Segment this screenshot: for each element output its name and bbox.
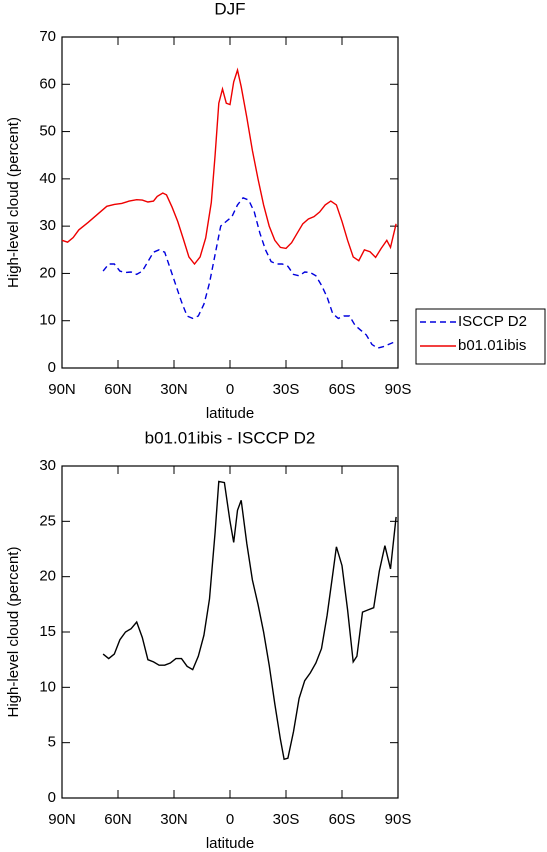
y-tick-label: 20	[39, 568, 56, 585]
x-tick-label: 30N	[160, 381, 188, 398]
y-tick-label: 10	[39, 678, 56, 695]
x-tick-label: 90N	[48, 811, 76, 828]
legend-box	[415, 308, 546, 365]
y-axis-label: High-level cloud (percent)	[5, 117, 22, 288]
x-tick-label: 60S	[329, 381, 356, 398]
y-tick-label: 50	[39, 123, 56, 140]
x-tick-label: 30S	[273, 381, 300, 398]
legend-label: b01.01ibis	[458, 337, 526, 354]
y-tick-label: 40	[39, 170, 56, 187]
x-tick-label: 90S	[385, 381, 412, 398]
series-line	[102, 480, 397, 761]
plot-frame	[61, 36, 399, 369]
series-line	[102, 196, 395, 349]
y-tick-label: 5	[48, 734, 56, 751]
x-tick-label: 60N	[104, 811, 132, 828]
x-tick-label: 90S	[385, 811, 412, 828]
series-line	[61, 67, 397, 266]
y-tick-label: 70	[39, 28, 56, 45]
y-tick-label: 60	[39, 75, 56, 92]
x-axis-label: latitude	[206, 405, 254, 422]
y-tick-label: 0	[48, 789, 56, 806]
y-axis-label: High-level cloud (percent)	[5, 547, 22, 718]
y-tick-label: 30	[39, 457, 56, 474]
plot-frame	[61, 465, 399, 799]
x-tick-label: 60S	[329, 811, 356, 828]
x-tick-label: 0	[226, 811, 234, 828]
y-tick-label: 15	[39, 623, 56, 640]
chart-title: b01.01ibis - ISCCP D2	[145, 428, 316, 447]
x-tick-label: 30S	[273, 811, 300, 828]
y-tick-label: 30	[39, 217, 56, 234]
chart-title: DJF	[214, 0, 245, 18]
x-tick-label: 60N	[104, 381, 132, 398]
y-tick-label: 25	[39, 512, 56, 529]
x-tick-label: 90N	[48, 381, 76, 398]
y-tick-label: 0	[48, 359, 56, 376]
x-tick-label: 0	[226, 381, 234, 398]
x-tick-label: 30N	[160, 811, 188, 828]
legend-label: ISCCP D2	[458, 313, 527, 330]
y-tick-label: 10	[39, 312, 56, 329]
y-tick-label: 20	[39, 264, 56, 281]
x-axis-label: latitude	[206, 835, 254, 852]
